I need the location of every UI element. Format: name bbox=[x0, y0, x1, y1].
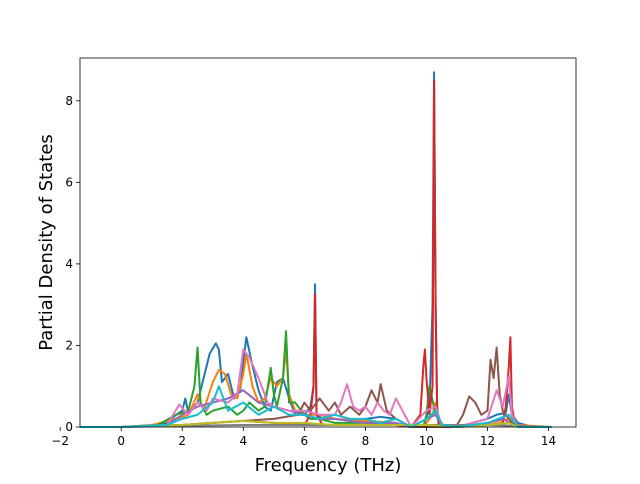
pdos-series-9 bbox=[80, 419, 552, 428]
x-tick-label: 14 bbox=[541, 434, 556, 448]
x-tick-label: 2 bbox=[178, 434, 186, 448]
y-axis-label: Partial Density of States bbox=[36, 134, 57, 351]
x-tick-label: 10 bbox=[419, 434, 434, 448]
x-tick-label: 8 bbox=[362, 434, 370, 448]
x-axis-label: Frequency (THz) bbox=[255, 455, 402, 476]
pdos-series-3 bbox=[80, 330, 552, 428]
x-tick-label: 0 bbox=[117, 434, 125, 448]
plot-area bbox=[80, 71, 552, 428]
pdos-series-7 bbox=[80, 348, 552, 428]
x-tick-label: 4 bbox=[239, 434, 247, 448]
x-tick-label: 6 bbox=[301, 434, 309, 448]
pdos-series-6 bbox=[80, 346, 552, 428]
y-tick-label: 0 bbox=[65, 420, 73, 434]
y-tick-label: 4 bbox=[65, 257, 73, 271]
x-tick-label: −2 bbox=[51, 434, 69, 448]
axes-frame bbox=[79, 57, 577, 428]
y-tick-label: 8 bbox=[65, 94, 73, 108]
x-tick-label: 12 bbox=[480, 434, 495, 448]
y-tick-label: 6 bbox=[65, 175, 73, 189]
pdos-series-10 bbox=[80, 385, 552, 428]
y-tick-label: 2 bbox=[65, 338, 73, 352]
